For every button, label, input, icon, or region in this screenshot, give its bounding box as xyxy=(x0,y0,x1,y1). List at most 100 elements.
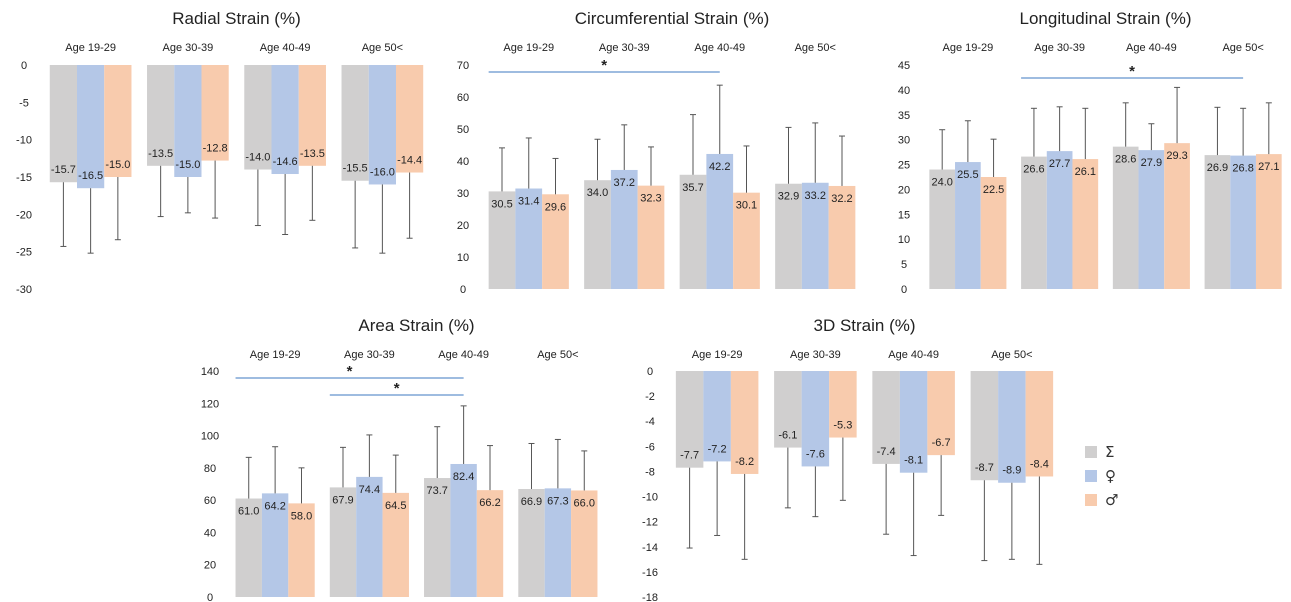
bar-total xyxy=(929,169,956,289)
category-label: Age 30-39 xyxy=(344,349,395,361)
bar-female xyxy=(1046,151,1073,289)
category-label: Age 50< xyxy=(1222,42,1263,54)
data-label-female: 25.5 xyxy=(957,169,978,181)
bar-female xyxy=(801,371,830,467)
data-label-total: -15.5 xyxy=(343,163,368,175)
data-label-total: 35.7 xyxy=(682,182,703,194)
category-label: Age 50< xyxy=(991,349,1032,361)
data-label-female: 31.4 xyxy=(518,196,539,208)
data-label-total: -8.7 xyxy=(975,462,994,474)
data-label-total: 26.9 xyxy=(1207,162,1228,174)
data-label-female: 27.7 xyxy=(1049,158,1070,170)
bar-total xyxy=(147,65,175,166)
data-label-male: -15.0 xyxy=(105,159,130,171)
y-tick-label: 0 xyxy=(21,60,27,72)
bar-female xyxy=(356,476,383,597)
bar-male xyxy=(980,177,1007,289)
category-label: Age 50< xyxy=(362,42,403,54)
category-label: Age 40-49 xyxy=(1126,42,1177,54)
chart-title: Longitudinal Strain (%) xyxy=(1020,9,1192,28)
y-tick-label: 45 xyxy=(898,60,910,72)
bar-total xyxy=(675,371,704,468)
y-tick-label: 140 xyxy=(201,366,219,378)
data-label-male: -12.8 xyxy=(203,143,228,155)
bar-female xyxy=(174,65,202,177)
bar-total xyxy=(244,65,272,170)
bar-total xyxy=(329,487,357,597)
y-tick-label: 30 xyxy=(457,188,469,200)
bar-total xyxy=(775,183,802,289)
bar-male xyxy=(542,194,569,289)
significance-star: * xyxy=(1129,63,1135,80)
category-label: Age 19-29 xyxy=(942,42,993,54)
data-label-total: 26.6 xyxy=(1023,164,1044,176)
bar-total xyxy=(341,65,369,181)
y-tick-label: 10 xyxy=(898,234,910,246)
bar-female xyxy=(899,371,928,473)
y-tick-label: 0 xyxy=(207,592,213,602)
y-tick-label: 20 xyxy=(898,184,910,196)
bar-total xyxy=(1021,156,1047,289)
data-label-total: -14.0 xyxy=(245,152,270,164)
bar-male xyxy=(637,185,665,289)
data-label-female: 37.2 xyxy=(614,177,635,189)
bar-female xyxy=(706,153,734,289)
data-label-total: 67.9 xyxy=(332,494,353,506)
bar-female xyxy=(1138,150,1165,289)
data-label-female: -15.0 xyxy=(175,159,200,171)
y-tick-label: 0 xyxy=(647,366,653,378)
legend-label-total: Σ xyxy=(1105,443,1115,461)
data-label-male: 66.2 xyxy=(479,497,500,509)
data-label-total: 66.9 xyxy=(521,496,542,508)
data-label-male: -5.3 xyxy=(833,420,852,432)
y-tick-label: 70 xyxy=(457,60,469,72)
bar-male xyxy=(298,65,326,166)
bar-total xyxy=(1204,155,1231,289)
y-tick-label: -5 xyxy=(19,97,29,109)
data-label-male: -8.4 xyxy=(1030,458,1049,470)
category-label: Age 50< xyxy=(537,349,578,361)
bar-male xyxy=(1255,154,1282,289)
y-tick-label: 35 xyxy=(898,110,910,122)
data-label-total: 32.9 xyxy=(778,191,799,203)
y-tick-label: -8 xyxy=(645,466,655,478)
y-tick-label: 30 xyxy=(898,135,910,147)
category-label: Age 19-29 xyxy=(250,349,301,361)
data-label-female: 67.3 xyxy=(547,495,568,507)
y-tick-label: -15 xyxy=(16,172,32,184)
chart-panel-5: 3D Strain (%) 0 -2 -4 -6 -8 -10 -12 -14 -16 -18 Age… xyxy=(642,316,1054,602)
data-label-female: 27.9 xyxy=(1141,157,1162,169)
y-tick-label: -2 xyxy=(645,391,655,403)
y-tick-label: -20 xyxy=(16,209,32,221)
data-label-total: 61.0 xyxy=(238,506,259,518)
bar-female xyxy=(368,65,396,185)
category-label: Age 40-49 xyxy=(694,42,745,54)
category-label: Age 19-29 xyxy=(503,42,554,54)
chart-panel-4: Area Strain (%) 140 120 100 80 60 40 20 0 Age 19-… xyxy=(201,316,598,602)
data-label-male: 66.0 xyxy=(574,497,595,509)
data-label-male: 27.1 xyxy=(1258,161,1279,173)
data-label-female: 82.4 xyxy=(453,471,474,483)
chart-title: Area Strain (%) xyxy=(358,316,474,335)
bar-total xyxy=(679,174,707,289)
chart-title: Circumferential Strain (%) xyxy=(575,9,770,28)
bar-total xyxy=(872,371,900,464)
y-tick-label: 40 xyxy=(457,156,469,168)
data-label-total: -7.4 xyxy=(877,446,896,458)
bar-male xyxy=(733,192,760,289)
bar-female xyxy=(703,371,731,462)
y-tick-label: 20 xyxy=(204,560,216,572)
data-label-male: 22.5 xyxy=(983,184,1004,196)
bar-female xyxy=(271,65,299,175)
category-label: Age 30-39 xyxy=(1034,42,1085,54)
data-label-male: 29.6 xyxy=(545,201,566,213)
data-label-male: 64.5 xyxy=(385,500,406,512)
bar-total xyxy=(49,65,78,183)
data-label-total: 34.0 xyxy=(587,187,608,199)
y-tick-label: 60 xyxy=(204,495,216,507)
data-label-female: -7.6 xyxy=(806,448,825,460)
data-label-male: 30.1 xyxy=(736,200,757,212)
data-label-female: 33.2 xyxy=(805,190,826,202)
data-label-female: -16.5 xyxy=(78,170,103,182)
y-tick-label: -6 xyxy=(645,441,655,453)
